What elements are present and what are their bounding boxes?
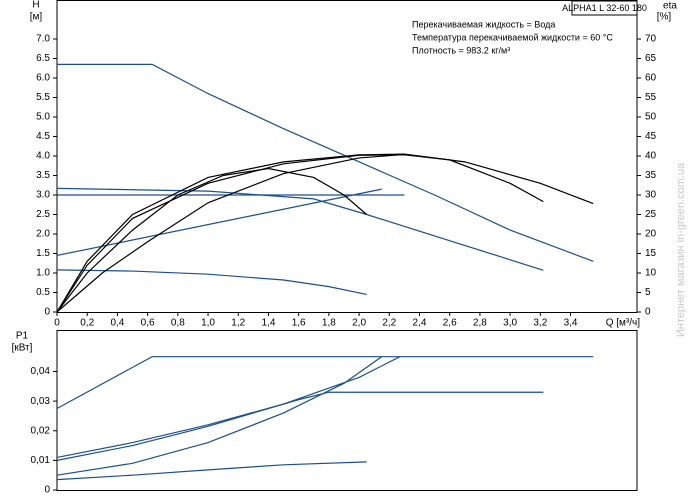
efficiency-curve — [56, 167, 368, 313]
x-tick-label: 3,4 — [564, 318, 578, 329]
y-tick-label: 6.5 — [36, 53, 50, 64]
x-tick-label: 3,0 — [503, 318, 517, 329]
x-tick-label: 1,2 — [231, 318, 245, 329]
x-tick-label: 0,6 — [141, 318, 155, 329]
y-tick-label: 2.0 — [36, 229, 50, 240]
curve — [56, 269, 367, 296]
curve — [56, 356, 401, 458]
x-tick-label: 1,8 — [322, 318, 336, 329]
y2-tick-label: 5 — [645, 287, 651, 298]
efficiency-curve — [56, 153, 405, 313]
chart-title: ALPHA1 L 32-60 180 — [562, 3, 647, 13]
y-tick-label: 4.0 — [36, 151, 50, 162]
y2-tick-label: 40 — [645, 151, 657, 162]
title-box — [571, 0, 638, 16]
curve — [56, 356, 594, 410]
y-axis-unit: [м] — [30, 12, 43, 23]
y-tick-label: 5.0 — [36, 112, 50, 123]
y-tick-label: 0,03 — [31, 396, 51, 407]
y-tick-label: 3.0 — [36, 190, 50, 201]
curve — [57, 63, 594, 262]
y2-tick-label: 30 — [645, 190, 657, 201]
curve — [56, 188, 382, 257]
annotation: Температура перекачиваемой жидкости = 60… — [412, 32, 613, 42]
x-tick-label: 0,8 — [171, 318, 185, 329]
y2-tick-label: 60 — [645, 73, 657, 84]
x-tick-label: 2,8 — [473, 318, 487, 329]
y-axis-unit: [кВт] — [12, 343, 33, 354]
efficiency-curve — [56, 153, 594, 313]
y-tick-label: 0 — [44, 485, 50, 496]
x-tick-label: 2,0 — [352, 318, 366, 329]
y-tick-label: 0 — [44, 307, 50, 318]
y2-tick-label: 0 — [645, 307, 651, 318]
x-axis-label: Q [м³/ч] — [606, 318, 641, 329]
y-tick-label: 1.0 — [36, 268, 50, 279]
y2-tick-label: 20 — [645, 229, 657, 240]
curve — [56, 187, 544, 271]
x-tick-label: 2,6 — [443, 318, 457, 329]
x-tick-label: 2,2 — [382, 318, 396, 329]
watermark: Интернет магазин in-green.com.ua — [675, 162, 687, 337]
x-tick-label: 0,4 — [110, 318, 124, 329]
x-tick-label: 0,2 — [80, 318, 94, 329]
y2-tick-label: 45 — [645, 131, 657, 142]
y-tick-label: 3.5 — [36, 170, 50, 181]
x-tick-label: 3,2 — [533, 318, 547, 329]
y-tick-label: 0,04 — [31, 366, 51, 377]
y2-tick-label: 65 — [645, 53, 657, 64]
y-tick-label: 0,01 — [31, 455, 51, 466]
curve — [56, 391, 544, 461]
y-tick-label: 2.5 — [36, 209, 50, 220]
curve — [56, 461, 367, 481]
y2-tick-label: 55 — [645, 92, 657, 103]
y2-axis-unit: [%] — [657, 12, 672, 23]
plot-frame — [56, 330, 638, 491]
x-tick-label: 2,4 — [413, 318, 427, 329]
y2-tick-label: 70 — [645, 34, 657, 45]
x-tick-label: 0 — [54, 318, 60, 329]
y2-tick-label: 35 — [645, 170, 657, 181]
y2-tick-label: 15 — [645, 248, 657, 259]
annotation: Перекачиваемая жидкость = Вода — [412, 19, 555, 29]
curve — [56, 356, 383, 476]
y-tick-label: 7.0 — [36, 34, 50, 45]
x-tick-label: 1,0 — [201, 318, 215, 329]
x-tick-label: 1,4 — [262, 318, 276, 329]
y-tick-label: 5.5 — [36, 92, 50, 103]
y2-tick-label: 10 — [645, 268, 657, 279]
annotation: Плотность = 983.2 кг/м³ — [412, 45, 510, 55]
y2-tick-label: 25 — [645, 209, 657, 220]
y-tick-label: 4.5 — [36, 131, 50, 142]
y-tick-label: 0.5 — [36, 287, 50, 298]
y-tick-label: 1.5 — [36, 248, 50, 259]
y2-axis-label: eta — [663, 1, 677, 12]
efficiency-curve — [56, 154, 544, 313]
y-tick-label: 6.0 — [36, 73, 50, 84]
y-axis-label: H — [32, 0, 39, 11]
y-tick-label: 0,02 — [31, 425, 51, 436]
x-tick-label: 1,6 — [292, 318, 306, 329]
y2-tick-label: 50 — [645, 112, 657, 123]
y-axis-label: P1 — [16, 331, 29, 342]
